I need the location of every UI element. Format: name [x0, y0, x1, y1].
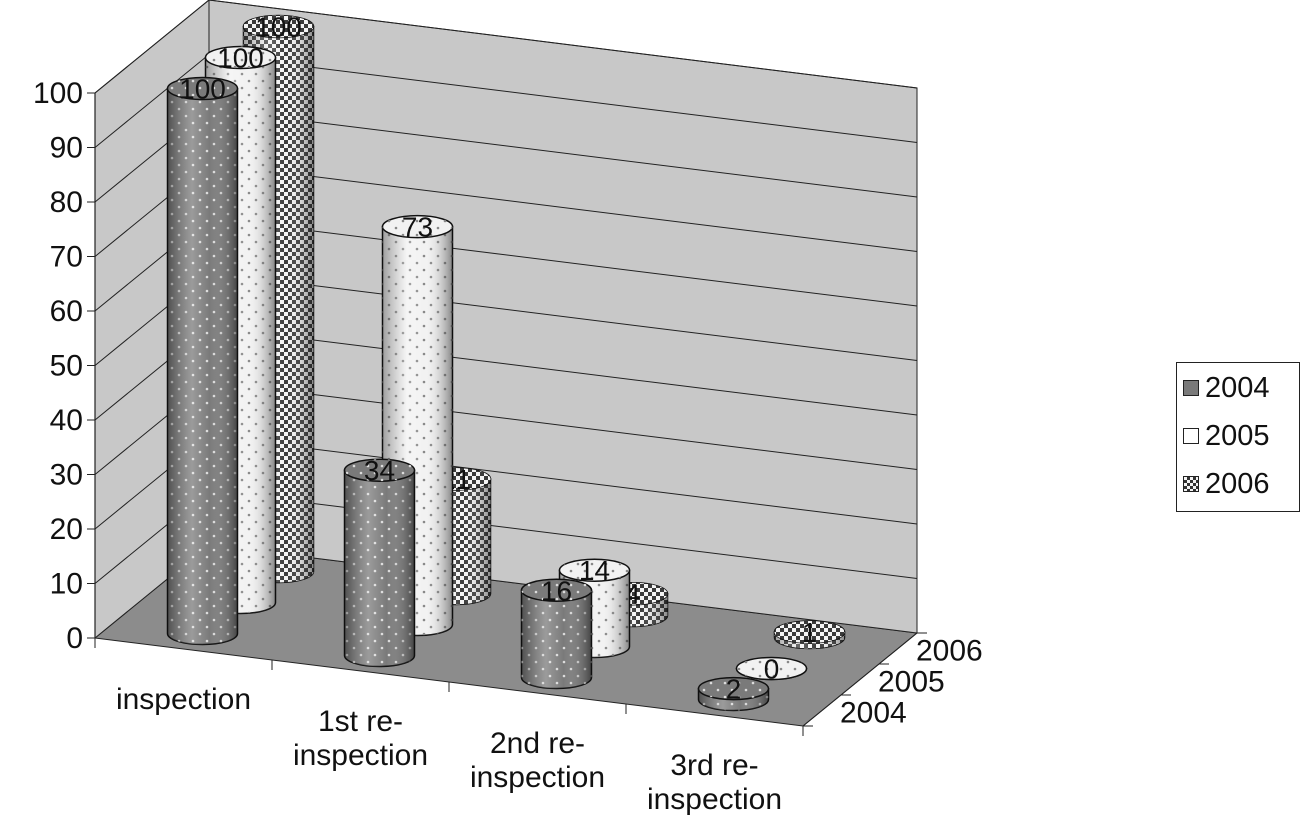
gridline: [94, 0, 918, 94]
legend: 2004 2005 2006: [1176, 362, 1300, 512]
bar-top-pattern: [698, 677, 769, 700]
bar: 0: [735, 654, 808, 685]
data-label: 0: [764, 654, 780, 685]
legend-label: 2006: [1205, 467, 1270, 500]
bar: 2: [697, 674, 770, 712]
category-label: 1st re-inspection: [293, 705, 428, 772]
legend-swatch-2005: [1183, 428, 1199, 444]
bar: 16: [520, 575, 593, 690]
bar-top-pattern: [774, 621, 845, 644]
y-tick-label: 60: [50, 295, 83, 328]
bar-top-pattern: [521, 579, 592, 602]
bar: 34: [343, 455, 416, 668]
bar-top-pattern: [559, 559, 630, 582]
bar: 1: [773, 617, 846, 650]
bar-top-pattern: [243, 15, 314, 38]
legend-item-2005: 2005: [1183, 417, 1270, 455]
data-label: 100: [217, 43, 264, 74]
y-tick-label: 0: [66, 622, 83, 655]
bar-top-pattern: [167, 77, 238, 100]
depth-label: 2006: [916, 635, 983, 668]
legend-item-2006: 2006: [1183, 465, 1270, 503]
axes: [87, 92, 927, 736]
data-label: 100: [255, 12, 302, 43]
data-label: 14: [579, 555, 610, 586]
legend-label: 2005: [1205, 419, 1270, 452]
data-label: 73: [402, 212, 433, 243]
y-tick-label: 100: [33, 77, 83, 110]
y-tick-label: 90: [50, 132, 83, 165]
y-tick-label: 50: [50, 350, 83, 383]
bar-top-pattern: [344, 459, 415, 482]
data-label: 16: [541, 575, 572, 606]
legend-label: 2004: [1205, 371, 1270, 404]
y-tick-label: 20: [50, 513, 83, 546]
bar-top-pattern: [382, 215, 453, 238]
y-tick-label: 80: [50, 186, 83, 219]
bar-shading: [521, 590, 592, 689]
legend-item-2004: 2004: [1183, 369, 1270, 407]
category-label: 2nd re-inspection: [470, 727, 605, 794]
category-label: 3rd re-inspection: [647, 749, 782, 816]
y-tick-label: 40: [50, 404, 83, 437]
bar-shading: [344, 470, 415, 667]
data-label: 2: [726, 674, 742, 705]
data-label: 1: [802, 617, 818, 648]
bar-top-pattern: [736, 657, 807, 680]
y-tick-label: 70: [50, 241, 83, 274]
bar: 100: [166, 74, 239, 646]
data-label: 34: [364, 455, 395, 486]
depth-label: 2004: [840, 697, 907, 730]
data-label: 100: [179, 74, 226, 105]
legend-swatch-2006: [1183, 476, 1199, 492]
y-tick-label: 10: [50, 568, 83, 601]
bar-top-pattern: [205, 46, 276, 69]
depth-label: 2005: [878, 666, 945, 699]
bar-shading: [167, 88, 238, 645]
legend-swatch-2004: [1183, 380, 1199, 396]
category-label: inspection: [116, 683, 251, 716]
depth-axis: [802, 632, 918, 727]
y-tick-label: 30: [50, 459, 83, 492]
